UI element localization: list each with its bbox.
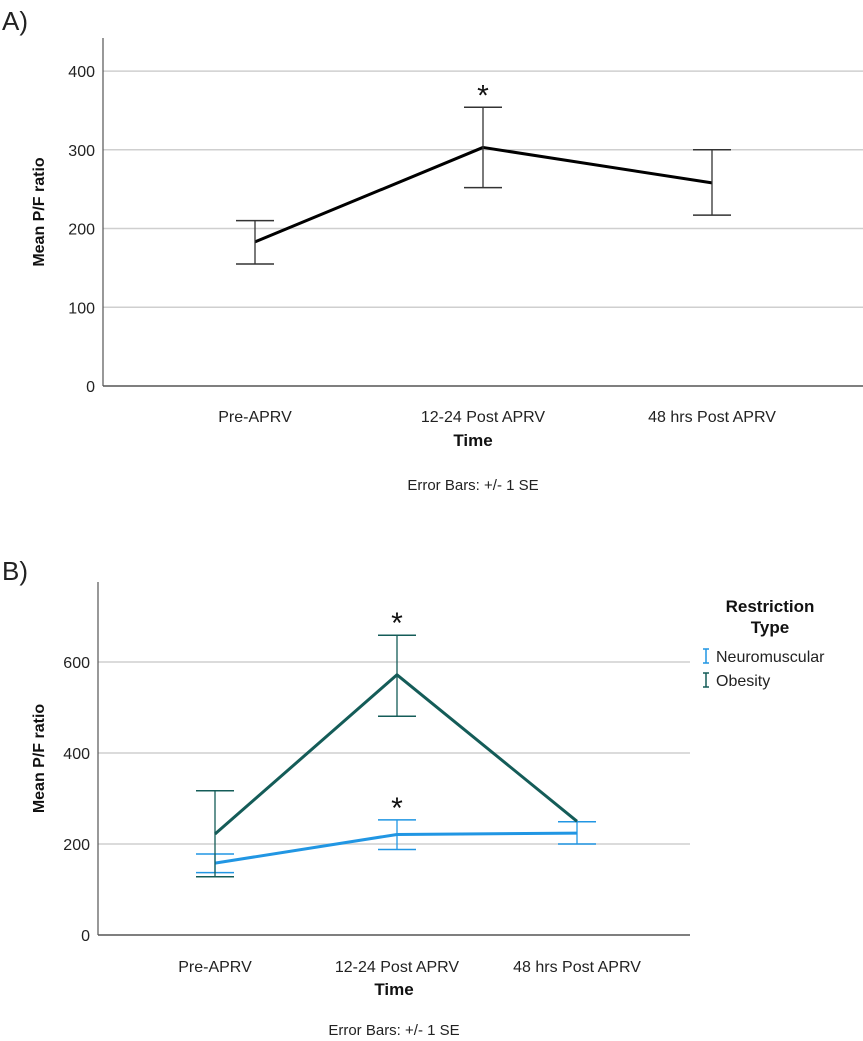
y-tick-label: 600 bbox=[63, 655, 90, 672]
x-tick-label: 48 hrs Post APRV bbox=[648, 409, 776, 426]
panel-label: B) bbox=[2, 556, 28, 586]
legend-label-obesity: Obesity bbox=[716, 673, 770, 690]
significance-asterisk: * bbox=[391, 607, 403, 640]
x-axis-title: Time bbox=[374, 980, 413, 999]
legend-title: Restriction bbox=[726, 597, 815, 616]
y-tick-label: 100 bbox=[68, 300, 95, 317]
y-tick-label: 400 bbox=[63, 746, 90, 763]
x-tick-label: 12-24 Post APRV bbox=[335, 959, 460, 976]
significance-asterisk: * bbox=[391, 792, 403, 825]
y-tick-label: 0 bbox=[81, 928, 90, 945]
series-line-neuromuscular bbox=[214, 831, 578, 865]
y-tick-label: 0 bbox=[86, 379, 95, 396]
y-tick-label: 200 bbox=[63, 837, 90, 854]
y-tick-label: 400 bbox=[68, 64, 95, 81]
panel-label: A) bbox=[2, 6, 28, 36]
x-tick-label: Pre-APRV bbox=[178, 959, 252, 976]
y-axis-title: Mean P/F ratio bbox=[31, 704, 48, 814]
y-tick-label: 200 bbox=[68, 222, 95, 239]
legend-title: Type bbox=[751, 618, 789, 637]
significance-asterisk: * bbox=[477, 79, 489, 112]
error-bar-note: Error Bars: +/- 1 SE bbox=[328, 1022, 459, 1039]
legend-label-neuromuscular: Neuromuscular bbox=[716, 649, 825, 666]
x-tick-label: Pre-APRV bbox=[218, 409, 292, 426]
error-bar-note: Error Bars: +/- 1 SE bbox=[407, 477, 538, 494]
x-tick-label: 12-24 Post APRV bbox=[421, 409, 546, 426]
y-axis-title: Mean P/F ratio bbox=[31, 157, 48, 267]
x-tick-label: 48 hrs Post APRV bbox=[513, 959, 641, 976]
y-tick-label: 300 bbox=[68, 143, 95, 160]
x-axis-title: Time bbox=[453, 431, 492, 450]
